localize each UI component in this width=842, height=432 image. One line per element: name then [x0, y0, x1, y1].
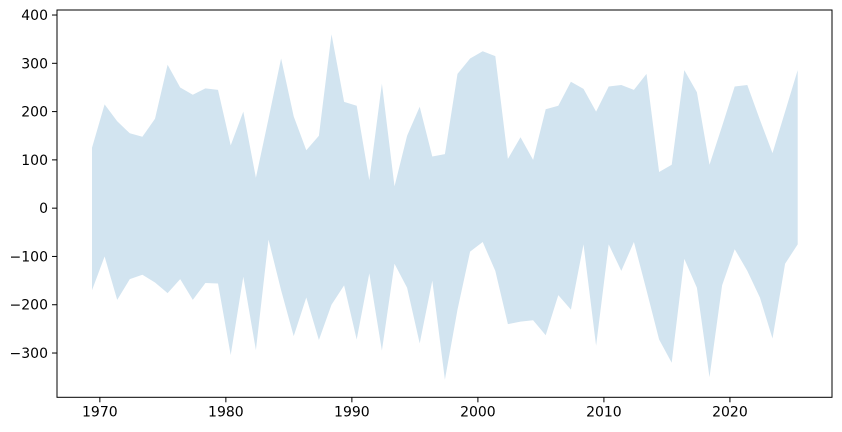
- x-tick-label: 1980: [208, 404, 244, 420]
- x-tick-label: 2000: [460, 404, 496, 420]
- y-axis-ticks: −300 −200 −100 0 100 200 300 400: [10, 8, 57, 362]
- x-tick-label: 1970: [82, 404, 118, 420]
- axes: [56, 9, 833, 398]
- y-tick-label: 200: [21, 105, 48, 121]
- plot-border: [56, 9, 833, 398]
- y-tick-label: −300: [10, 346, 48, 362]
- y-tick-label: 400: [21, 8, 48, 24]
- y-tick-label: −100: [10, 249, 48, 265]
- y-tick-label: 100: [21, 153, 48, 169]
- x-axis-ticks: 1970 1980 1990 2000 2010 2020: [82, 397, 748, 420]
- band-polygon: [92, 34, 798, 380]
- x-tick-label: 1990: [334, 404, 370, 420]
- x-tick-label: 2020: [712, 404, 748, 420]
- y-tick-label: −200: [10, 298, 48, 314]
- y-tick-label: 0: [39, 201, 48, 217]
- filled-band: [92, 34, 798, 380]
- x-tick-label: 2010: [586, 404, 622, 420]
- y-tick-label: 300: [21, 56, 48, 72]
